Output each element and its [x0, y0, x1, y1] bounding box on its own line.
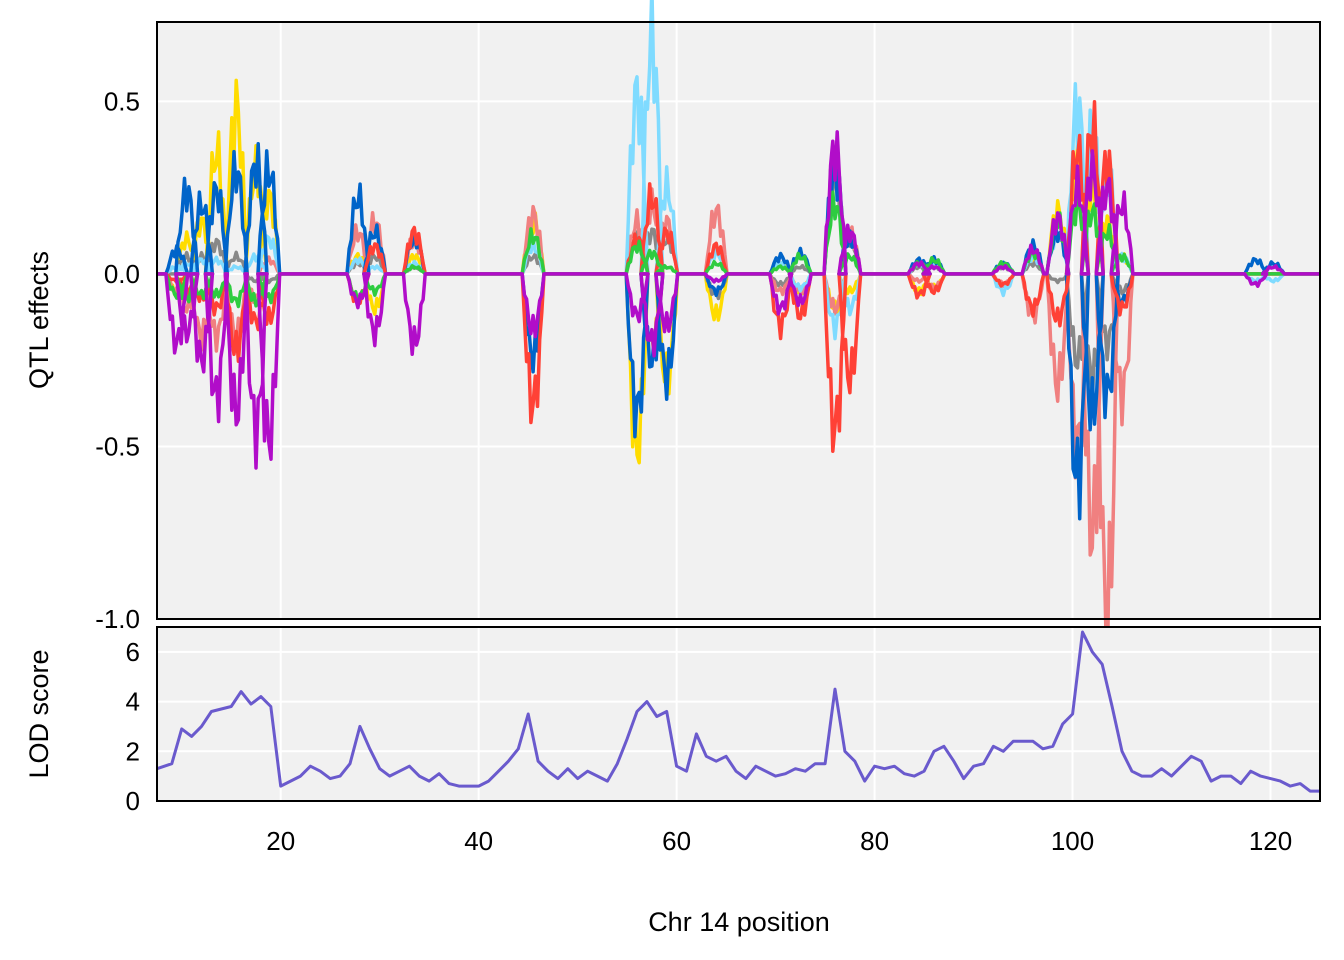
- y-tick-label: 2: [126, 736, 140, 766]
- lod-panel-border: [156, 626, 1321, 802]
- effects-lines: [157, 0, 1320, 692]
- y-tick-label: 0.5: [104, 86, 140, 116]
- y-tick-label: 4: [126, 687, 140, 717]
- x-tick-label: 120: [1249, 826, 1292, 856]
- x-axis-ticks: 20 40 60 80 100 120: [266, 826, 1292, 856]
- y-tick-label: -1.0: [95, 604, 140, 634]
- lod-line: [156, 630, 1320, 793]
- effects-panel-bg: [157, 22, 1320, 619]
- y-tick-label: 0.0: [104, 259, 140, 289]
- lod-y-ticks: 0 2 4 6: [126, 637, 140, 816]
- lod-lines: [156, 630, 1320, 793]
- x-tick-label: 60: [662, 826, 691, 856]
- effects-y-label: QTL effects: [24, 251, 54, 389]
- effects-y-ticks: -1.0 -0.5 0.0 0.5: [95, 86, 140, 634]
- x-tick-label: 80: [860, 826, 889, 856]
- y-tick-label: 0: [126, 786, 140, 816]
- effects-panel-border: [156, 21, 1321, 620]
- effect-line-purple: [157, 130, 1320, 470]
- y-tick-label: 6: [126, 637, 140, 667]
- y-tick-label: -0.5: [95, 431, 140, 461]
- x-tick-label: 100: [1051, 826, 1094, 856]
- lod-y-label: LOD score: [24, 649, 54, 778]
- x-axis-label: Chr 14 position: [648, 907, 830, 937]
- x-tick-label: 40: [464, 826, 493, 856]
- x-tick-label: 20: [266, 826, 295, 856]
